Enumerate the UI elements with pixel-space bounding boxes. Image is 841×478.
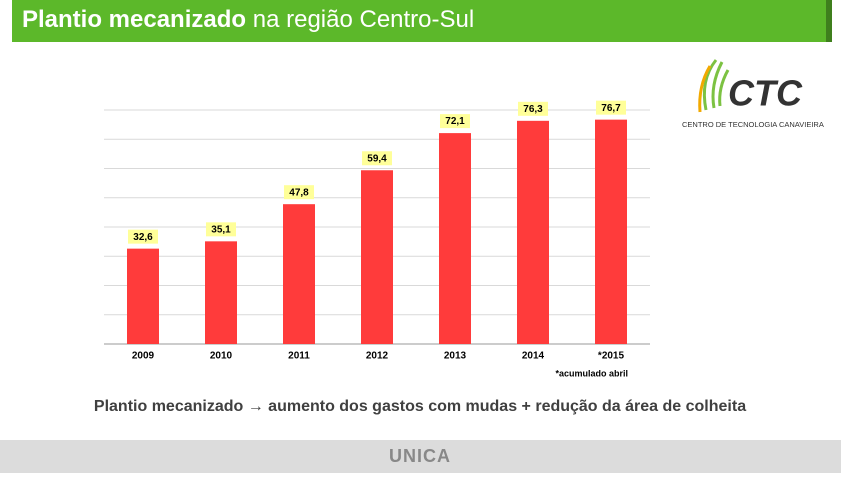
value-label-box <box>362 151 392 166</box>
value-label-box <box>128 229 158 244</box>
bar <box>361 170 393 344</box>
title-bar <box>12 0 828 42</box>
value-label: 72,1 <box>445 116 465 127</box>
bar <box>439 133 471 344</box>
x-tick-label: 2013 <box>444 351 467 362</box>
value-label: 32,6 <box>133 232 153 243</box>
caption: Plantio mecanizado → aumento dos gastos … <box>94 398 746 415</box>
x-tick-label: 2009 <box>132 351 155 362</box>
title-rest: na região Centro-Sul <box>253 6 474 33</box>
title-bold: Plantio mecanizado <box>22 6 246 33</box>
bar <box>127 248 159 344</box>
value-label: 47,8 <box>289 187 309 198</box>
bar <box>205 241 237 344</box>
bar <box>517 120 549 344</box>
value-label-box <box>440 114 470 129</box>
footer-bar <box>0 440 841 473</box>
value-label: 76,7 <box>601 103 621 114</box>
value-label-box <box>284 185 314 200</box>
value-label-box <box>596 100 626 115</box>
x-tick-label: 2014 <box>522 351 545 362</box>
logo-name: CTC <box>728 73 803 114</box>
slide-title: Plantio mecanizado na região Centro-Sul <box>22 6 474 33</box>
chart: 2009 32,6 2010 35,1 2011 47,8 2012 59,4 2013 72,1… <box>104 100 650 378</box>
x-tick-label: 2012 <box>366 351 389 362</box>
logo-leaf <box>698 65 712 113</box>
chart-note: *acumulado abril <box>555 368 628 378</box>
logo-subtitle: CENTRO DE TECNOLOGIA CANAVIEIRA <box>682 120 824 129</box>
x-tick-label: 2010 <box>210 351 233 362</box>
x-tick-label: 2011 <box>288 351 310 362</box>
title-bar-edge <box>826 0 832 42</box>
value-label: 59,4 <box>367 153 387 164</box>
ctc-logo: CTC CENTRO DE TECNOLOGIA CANAVIEIRA <box>682 59 824 129</box>
value-label-box <box>206 222 236 237</box>
logo-leaves <box>702 59 730 111</box>
value-label: 76,3 <box>523 104 543 115</box>
x-tick-label: *2015 <box>598 351 625 362</box>
bar <box>283 204 315 344</box>
value-label-box <box>518 101 548 116</box>
bar <box>595 119 627 344</box>
footer-logo: UNICA <box>389 446 451 466</box>
value-label: 35,1 <box>211 224 231 235</box>
